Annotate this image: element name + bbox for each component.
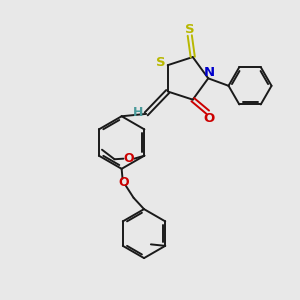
Text: S: S — [185, 23, 195, 36]
Text: S: S — [156, 56, 166, 69]
Text: O: O — [204, 112, 215, 125]
Text: O: O — [119, 176, 129, 189]
Text: N: N — [204, 66, 215, 79]
Text: O: O — [124, 152, 134, 165]
Text: H: H — [133, 106, 143, 119]
